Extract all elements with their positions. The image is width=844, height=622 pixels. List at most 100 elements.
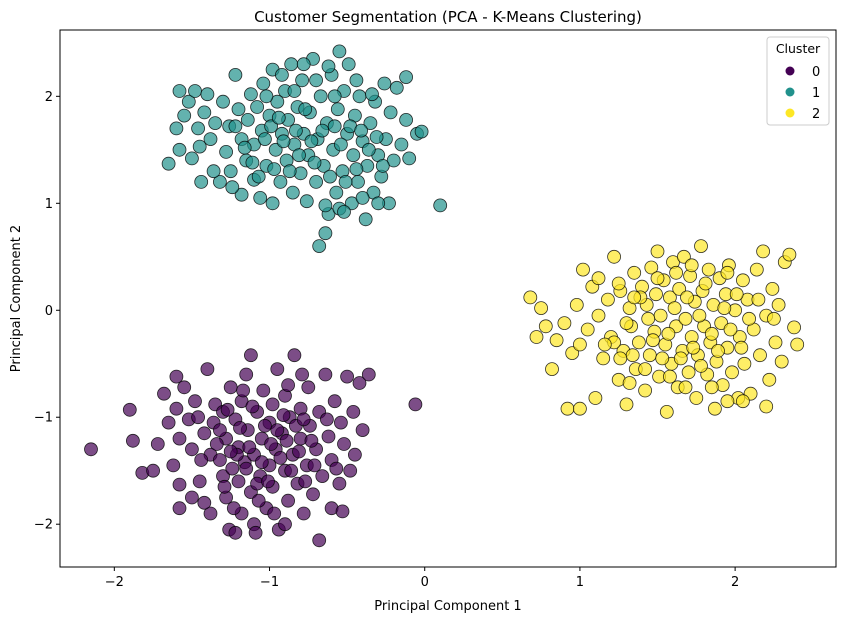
cluster-0-point-111 [298, 474, 313, 489]
cluster-2-point-116 [734, 340, 749, 355]
cluster-2-point-49 [678, 311, 693, 326]
cluster-2-point-124 [638, 362, 652, 377]
cluster-0-point-117 [261, 474, 275, 489]
cluster-0-point-6 [157, 386, 171, 401]
cluster-2-point-50 [681, 365, 696, 380]
cluster-1-point-18 [223, 164, 238, 179]
cluster-1-point-127 [274, 68, 289, 82]
cluster-2-point-2 [534, 301, 548, 316]
cluster-2-point-126 [613, 351, 628, 366]
cluster-1-point-100 [251, 169, 266, 184]
cluster-2-point-56 [694, 239, 708, 254]
cluster-0-point-124 [319, 412, 334, 427]
cluster-1-point-90 [394, 137, 409, 152]
cluster-2-point-94 [573, 401, 587, 416]
cluster-1-point-92 [402, 151, 417, 166]
cluster-1-point-15 [216, 94, 230, 109]
cluster-0-point-18 [188, 394, 202, 409]
cluster-0-point-94 [212, 423, 227, 438]
cluster-1-point-70 [341, 57, 356, 72]
cluster-2-point-95 [736, 394, 750, 409]
cluster-0-point-54 [265, 397, 280, 412]
cluster-2-point-117 [742, 311, 756, 326]
cluster-0-point-11 [172, 431, 187, 446]
cluster-1-point-122 [375, 158, 390, 173]
legend-label-1: 1 [812, 86, 820, 101]
cluster-2-point-33 [644, 260, 659, 275]
cluster-2-point-108 [686, 340, 701, 355]
cluster-0-point-65 [287, 348, 302, 363]
legend: Cluster 0 1 2 [766, 36, 830, 126]
cluster-0-point-13 [172, 501, 187, 516]
cluster-1-point-99 [245, 155, 260, 170]
cluster-1-point-96 [414, 124, 429, 139]
cluster-2-point-15 [591, 308, 606, 323]
cluster-0-point-100 [254, 455, 269, 470]
cluster-2-point-88 [774, 354, 789, 369]
cluster-1-point-31 [256, 76, 271, 91]
cluster-2-point-97 [619, 316, 634, 331]
cluster-0-point-114 [239, 461, 254, 476]
cluster-2-point-130 [627, 290, 642, 305]
cluster-2-point-46 [672, 281, 687, 296]
cluster-0-point-8 [166, 458, 181, 473]
cluster-1-point-91 [399, 113, 414, 127]
cluster-2-point-7 [560, 401, 575, 416]
cluster-1-point-98 [237, 140, 252, 155]
cluster-2-point-98 [625, 348, 640, 363]
cluster-2-point-26 [627, 265, 642, 280]
cluster-0-point-41 [239, 367, 254, 382]
cluster-1-point-74 [351, 174, 365, 189]
cluster-2-point-30 [638, 383, 652, 398]
cluster-1-point-59 [318, 226, 333, 241]
cluster-2-point-1 [529, 330, 544, 344]
cluster-1-point-0 [161, 156, 176, 171]
cluster-1-point-121 [369, 130, 384, 144]
cluster-2-point-92 [790, 337, 805, 352]
cluster-2-point-125 [622, 376, 637, 390]
cluster-2-point-112 [711, 343, 725, 358]
cluster-1-point-16 [219, 144, 234, 159]
cluster-1-point-95 [399, 70, 414, 84]
cluster-1-point-130 [327, 89, 342, 104]
cluster-0-point-16 [184, 442, 199, 457]
chart-title: Customer Segmentation (PCA - K-Means Clu… [254, 8, 642, 26]
cluster-0-point-44 [243, 348, 258, 363]
cluster-1-point-1 [169, 121, 184, 136]
cluster-0-point-130 [217, 479, 232, 494]
cluster-1-point-24 [240, 113, 255, 127]
cluster-1-point-116 [338, 174, 353, 189]
cluster-0-point-78 [318, 367, 333, 382]
cluster-2-point-100 [641, 311, 656, 326]
points-layer [84, 44, 805, 548]
cluster-2-point-5 [549, 333, 564, 348]
cluster-1-point-54 [309, 174, 324, 189]
cluster-2-point-133 [767, 311, 781, 326]
cluster-2-point-110 [698, 276, 713, 291]
cluster-0-point-73 [306, 487, 320, 502]
cluster-0-point-122 [191, 410, 206, 425]
cluster-1-point-9 [192, 139, 207, 154]
y-axis: −2 −1 0 1 2 [34, 90, 60, 533]
cluster-1-point-125 [225, 180, 240, 195]
cluster-1-point-12 [203, 132, 218, 147]
cluster-1-point-120 [361, 142, 376, 157]
cluster-0-point-20 [197, 426, 212, 441]
cluster-1-point-7 [188, 84, 202, 98]
cluster-0-point-83 [332, 476, 347, 491]
cluster-0-point-12 [172, 477, 187, 492]
cluster-1-point-28 [250, 100, 265, 114]
cluster-0-point-2 [125, 433, 140, 448]
cluster-2-point-37 [653, 308, 668, 323]
cluster-2-point-134 [704, 380, 719, 395]
cluster-0-point-77 [315, 469, 330, 484]
y-tick-label: −2 [34, 518, 53, 533]
cluster-1-point-94 [433, 198, 448, 213]
cluster-1-point-104 [271, 110, 286, 125]
cluster-0-point-102 [264, 437, 279, 451]
cluster-1-point-123 [206, 164, 221, 179]
cluster-1-point-72 [346, 148, 361, 163]
cluster-0-point-88 [346, 404, 361, 419]
cluster-1-point-131 [349, 73, 364, 88]
cluster-1-point-11 [200, 87, 215, 102]
